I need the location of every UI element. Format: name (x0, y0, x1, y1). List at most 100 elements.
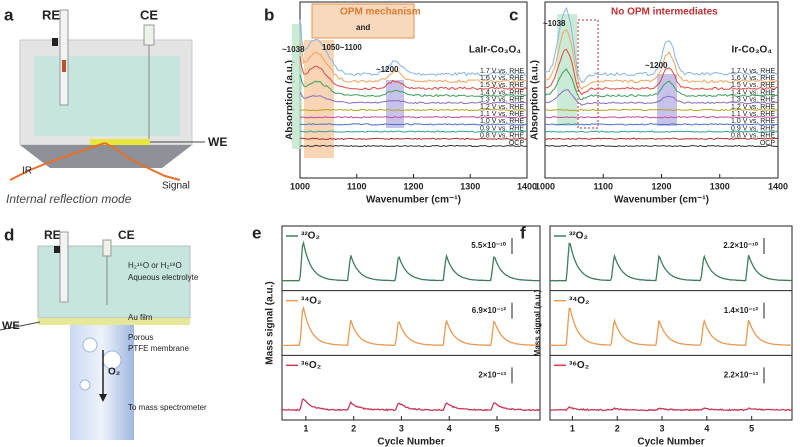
highlight (386, 80, 404, 128)
panel-a: a RE CE WE IR Signal Internal reflection… (4, 5, 227, 206)
spectrum (544, 48, 779, 96)
x-tick-label: 4 (447, 423, 452, 433)
potential-label: 1.1 V vs. RHE (731, 111, 775, 118)
arrowhead (99, 394, 107, 402)
mass-trace (550, 406, 793, 412)
mass-trace (550, 242, 793, 282)
scale-label: 2.2×10⁻¹⁰ (723, 241, 759, 250)
bubble (79, 379, 91, 391)
caption: Internal reflection mode (6, 192, 132, 206)
potential-label: 1.3 V vs. RHE (731, 97, 775, 104)
panel-d: d RE CE WE H₂¹⁶O or H₂¹⁸O Aqueous electr… (0, 225, 207, 440)
scale-label: 2.2×10⁻¹³ (724, 370, 759, 379)
panel-label: e (252, 223, 261, 242)
spectrum (544, 123, 779, 126)
x-tick-label: 3 (660, 423, 665, 433)
x-tick-label: 1000 (290, 181, 310, 191)
potential-label: 1.5 V vs. RHE (480, 82, 524, 89)
x-tick-label: 1200 (651, 181, 671, 191)
water-label: H₂¹⁶O or H₂¹⁸O (128, 261, 182, 270)
clip (54, 246, 60, 253)
panel-label: f (520, 223, 526, 242)
potential-label: 0.8 V vs. RHE (731, 133, 775, 140)
ce-electrode (102, 239, 112, 257)
we-label: WE (2, 320, 20, 332)
potential-label: 1.7 V vs. RHE (480, 68, 524, 75)
potential-label: OCP (760, 140, 776, 147)
re-tip (62, 60, 66, 72)
scale-label: 1.4×10⁻¹² (724, 306, 759, 315)
x-tick-label: 1300 (460, 181, 480, 191)
prism (20, 145, 192, 168)
spectrum (299, 19, 528, 77)
potential-label: 1.7 V vs. RHE (731, 68, 775, 75)
spectrum (299, 108, 528, 112)
legend-label: ³⁶O₂ (301, 360, 321, 371)
y-axis-label: Mass signal (a.u.) (265, 281, 276, 364)
panel-label: c (509, 5, 518, 24)
spectrum (544, 144, 779, 148)
x-axis-label: Wavenumber (cm⁻¹) (614, 195, 709, 206)
annotation: ~1200 (376, 65, 399, 74)
chart-title: LaIr-Co₃O₄ (469, 45, 521, 56)
panel-label: a (4, 5, 14, 24)
spectrum (299, 130, 528, 133)
mass-trace (281, 398, 541, 412)
clip (52, 38, 58, 46)
bubble (82, 337, 98, 353)
spectrum (299, 56, 528, 91)
y-axis-label: Absorption (a.u.) (285, 60, 296, 140)
spectrum (544, 89, 779, 106)
ir-label: IR (22, 166, 32, 177)
x-tick-label: 1300 (710, 181, 730, 191)
legend-label: ³²O₂ (569, 231, 588, 242)
x-tick-label: 1100 (347, 181, 367, 191)
scale-label: 6.9×10⁻¹² (472, 306, 507, 315)
annotation: OPM mechanism (340, 7, 421, 18)
spectrum (299, 74, 528, 98)
spectrum (544, 130, 779, 133)
legend-label: ³²O₂ (301, 231, 320, 242)
annotation: No OPM intermediates (611, 7, 718, 18)
annotation: ~1038 (543, 19, 566, 28)
electrolyte (34, 56, 180, 136)
re-label: RE (44, 228, 61, 242)
spectrum (299, 123, 528, 126)
panel-label: d (4, 225, 14, 244)
potential-label: 0.8 V vs. RHE (480, 133, 524, 140)
spectrum (299, 116, 528, 119)
ce-label: CE (140, 7, 158, 22)
highlight (292, 24, 302, 149)
scale-label: 2×10⁻¹³ (478, 370, 506, 379)
x-tick-label: 5 (749, 423, 754, 433)
we-film (90, 139, 150, 145)
x-tick-label: 1000 (535, 181, 555, 191)
x-axis-label: Wavenumber (cm⁻¹) (366, 195, 461, 206)
electrolyte (37, 245, 191, 319)
x-tick-label: 1100 (593, 181, 613, 191)
x-tick-label: 2 (615, 423, 620, 433)
spectrum (300, 137, 528, 140)
mass-trace (281, 305, 541, 347)
re-electrode (59, 9, 69, 106)
potential-label: 1.4 V vs. RHE (731, 89, 775, 96)
ce-electrode (143, 24, 155, 46)
annotation: 1050~1100 (322, 43, 362, 52)
film-label: Au film (128, 313, 153, 322)
x-tick-label: 1 (570, 423, 575, 433)
spectrum (544, 29, 779, 90)
potential-label: 1.1 V vs. RHE (480, 111, 524, 118)
potential-label: OCP (509, 140, 525, 147)
y-axis-label: Absorption (a.u.) (530, 60, 541, 140)
callout (311, 3, 415, 39)
x-tick-label: 1400 (517, 181, 537, 191)
potential-label: 1.2 V vs. RHE (731, 104, 775, 111)
x-tick-label: 3 (399, 423, 404, 433)
annotation: ~1038 (282, 45, 305, 54)
potential-label: 1.0 V vs. RHE (480, 118, 524, 125)
ce-label: CE (118, 228, 135, 242)
annotation: and (356, 23, 370, 32)
potential-label: 1.5 V vs. RHE (731, 82, 775, 89)
x-tick-label: 4 (704, 423, 709, 433)
